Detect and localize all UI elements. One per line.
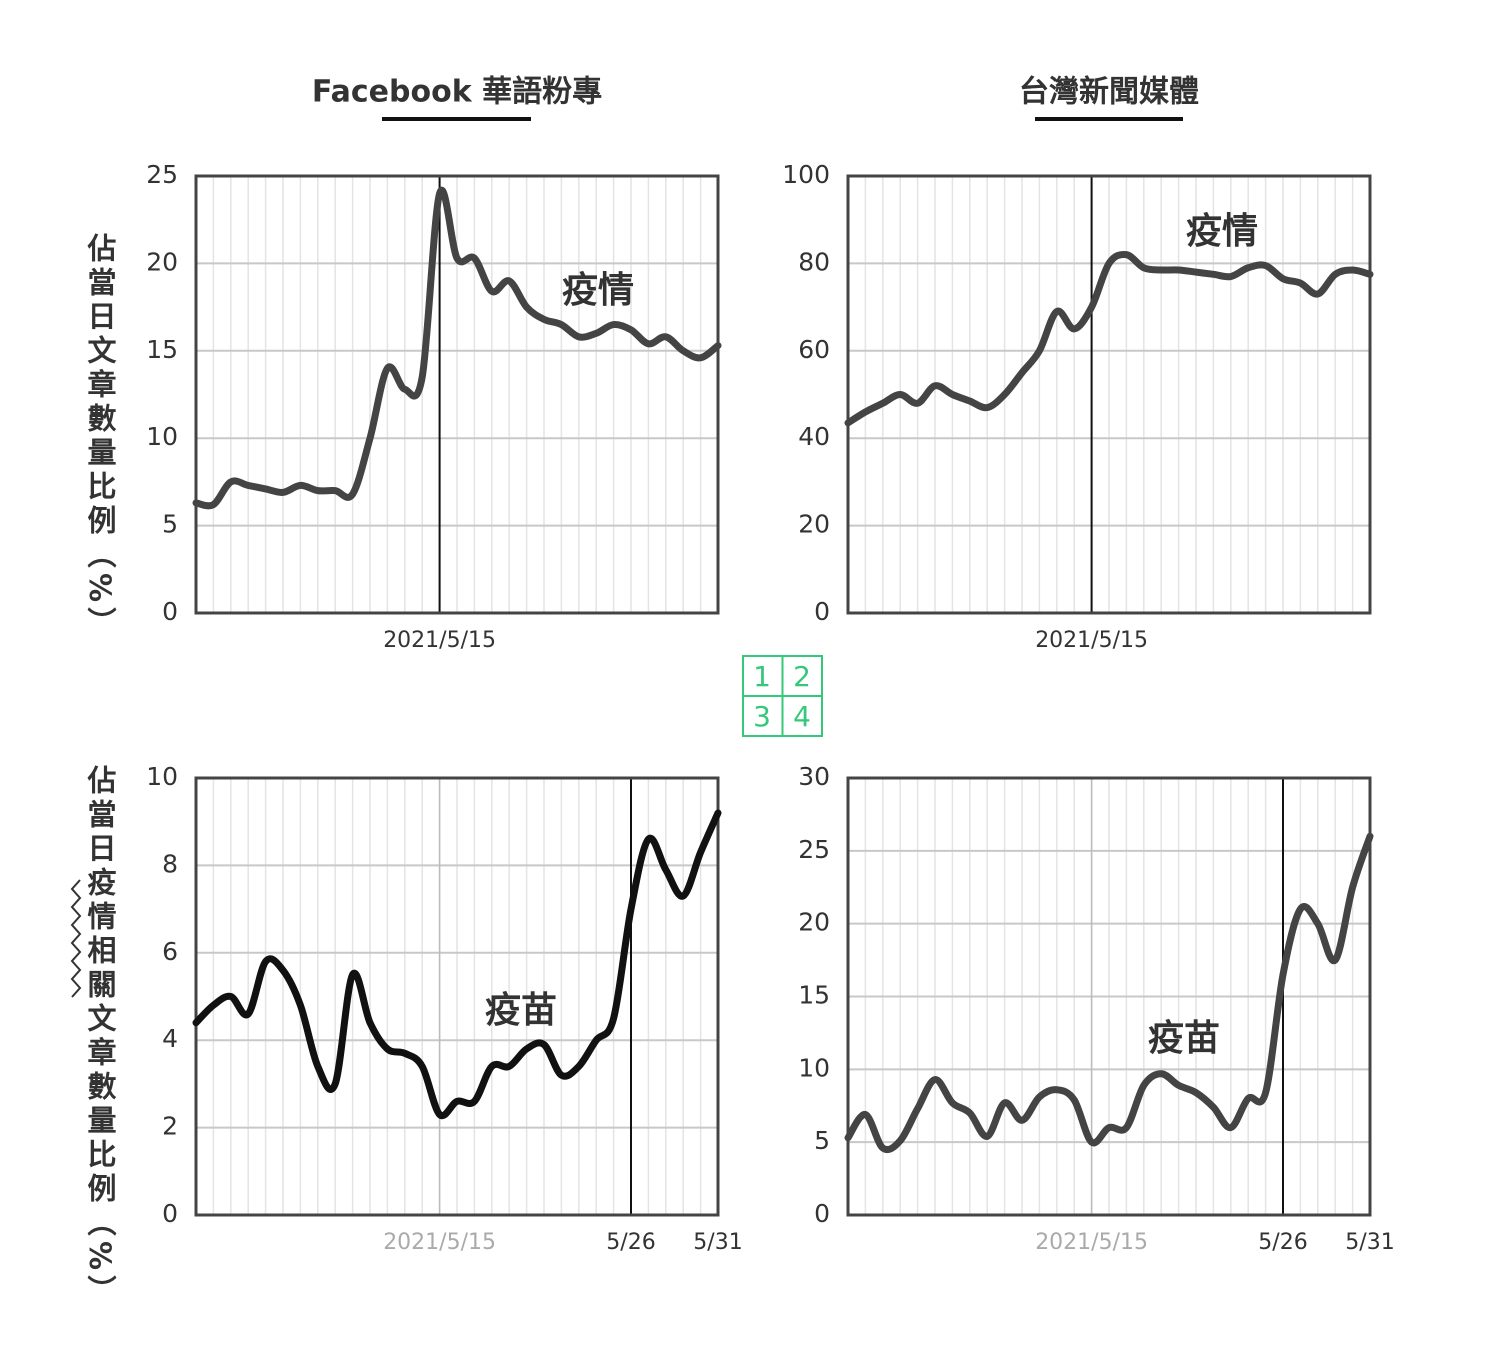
annotation: 疫情 xyxy=(562,270,634,311)
annotation: 疫情 xyxy=(1186,211,1258,252)
annotation: 疫苗 xyxy=(485,990,557,1031)
y-tick-label: 30 xyxy=(798,762,830,791)
y-tick-label: 5 xyxy=(162,510,178,539)
plot-frame xyxy=(194,174,720,615)
data-line xyxy=(192,186,722,510)
data-line xyxy=(192,809,722,1120)
y-tick-label: 5 xyxy=(814,1126,830,1155)
y-tick-label: 0 xyxy=(162,1199,178,1228)
y-tick-label: 15 xyxy=(146,335,178,364)
title-underline xyxy=(382,117,531,121)
y-tick-label: 6 xyxy=(162,937,178,966)
plot-frame xyxy=(194,776,720,1217)
x-tick-label: 2021/5/15 xyxy=(383,1230,496,1255)
y-tick-label: 0 xyxy=(814,597,830,626)
x-tick-label: 2021/5/15 xyxy=(383,628,496,653)
y-tick-label: 20 xyxy=(798,510,830,539)
y-axis-label: 佔當日文章數量比例（%） xyxy=(83,233,117,642)
index-number: 4 xyxy=(793,700,811,733)
y-axis-label: 佔當日疫情相關文章數量比例（%） xyxy=(83,765,117,1310)
y-tick-label: 10 xyxy=(798,1053,830,1082)
title-underline xyxy=(1035,117,1183,121)
data-line xyxy=(844,250,1374,427)
y-tick-label: 25 xyxy=(798,835,830,864)
x-tick-label: 5/31 xyxy=(693,1230,742,1255)
column-title: 台灣新聞媒體 xyxy=(1019,75,1199,110)
x-tick-label: 5/26 xyxy=(1258,1230,1307,1255)
y-tick-label: 40 xyxy=(798,422,830,451)
index-number: 3 xyxy=(753,700,771,733)
x-tick-label: 5/26 xyxy=(606,1230,655,1255)
x-tick-label: 5/31 xyxy=(1345,1230,1394,1255)
y-tick-label: 10 xyxy=(146,762,178,791)
panel-index xyxy=(742,655,823,737)
y-tick-label: 4 xyxy=(162,1024,178,1053)
y-tick-label: 20 xyxy=(798,908,830,937)
y-tick-label: 8 xyxy=(162,849,178,878)
x-tick-label: 2021/5/15 xyxy=(1035,628,1148,653)
y-tick-label: 0 xyxy=(814,1199,830,1228)
x-tick-label: 2021/5/15 xyxy=(1035,1230,1148,1255)
index-number: 2 xyxy=(793,660,811,693)
column-title: Facebook 華語粉專 xyxy=(312,75,602,110)
data-line xyxy=(844,832,1374,1154)
plot-frame xyxy=(846,174,1372,615)
y-tick-label: 60 xyxy=(798,335,830,364)
plot-frame xyxy=(846,776,1372,1217)
wavy-underline xyxy=(70,879,82,998)
y-tick-label: 20 xyxy=(146,247,178,276)
y-tick-label: 15 xyxy=(798,981,830,1010)
y-tick-label: 2 xyxy=(162,1112,178,1141)
y-tick-label: 100 xyxy=(782,160,830,189)
y-tick-label: 10 xyxy=(146,422,178,451)
y-tick-label: 0 xyxy=(162,597,178,626)
annotation: 疫苗 xyxy=(1148,1018,1220,1059)
y-tick-label: 25 xyxy=(146,160,178,189)
index-number: 1 xyxy=(753,660,771,693)
y-tick-label: 80 xyxy=(798,247,830,276)
